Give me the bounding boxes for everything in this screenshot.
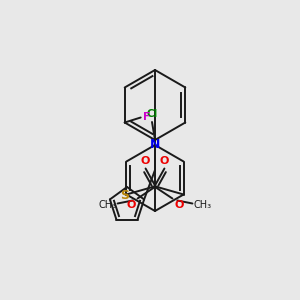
Text: CH₃: CH₃	[194, 200, 211, 209]
Text: O: O	[160, 155, 169, 166]
Text: S: S	[121, 189, 130, 202]
Text: O: O	[174, 200, 184, 209]
Text: O: O	[141, 155, 150, 166]
Text: F: F	[143, 112, 150, 122]
Text: N: N	[150, 139, 160, 152]
Text: O: O	[126, 200, 136, 209]
Text: CH₃: CH₃	[98, 200, 117, 209]
Text: Cl: Cl	[146, 109, 158, 119]
